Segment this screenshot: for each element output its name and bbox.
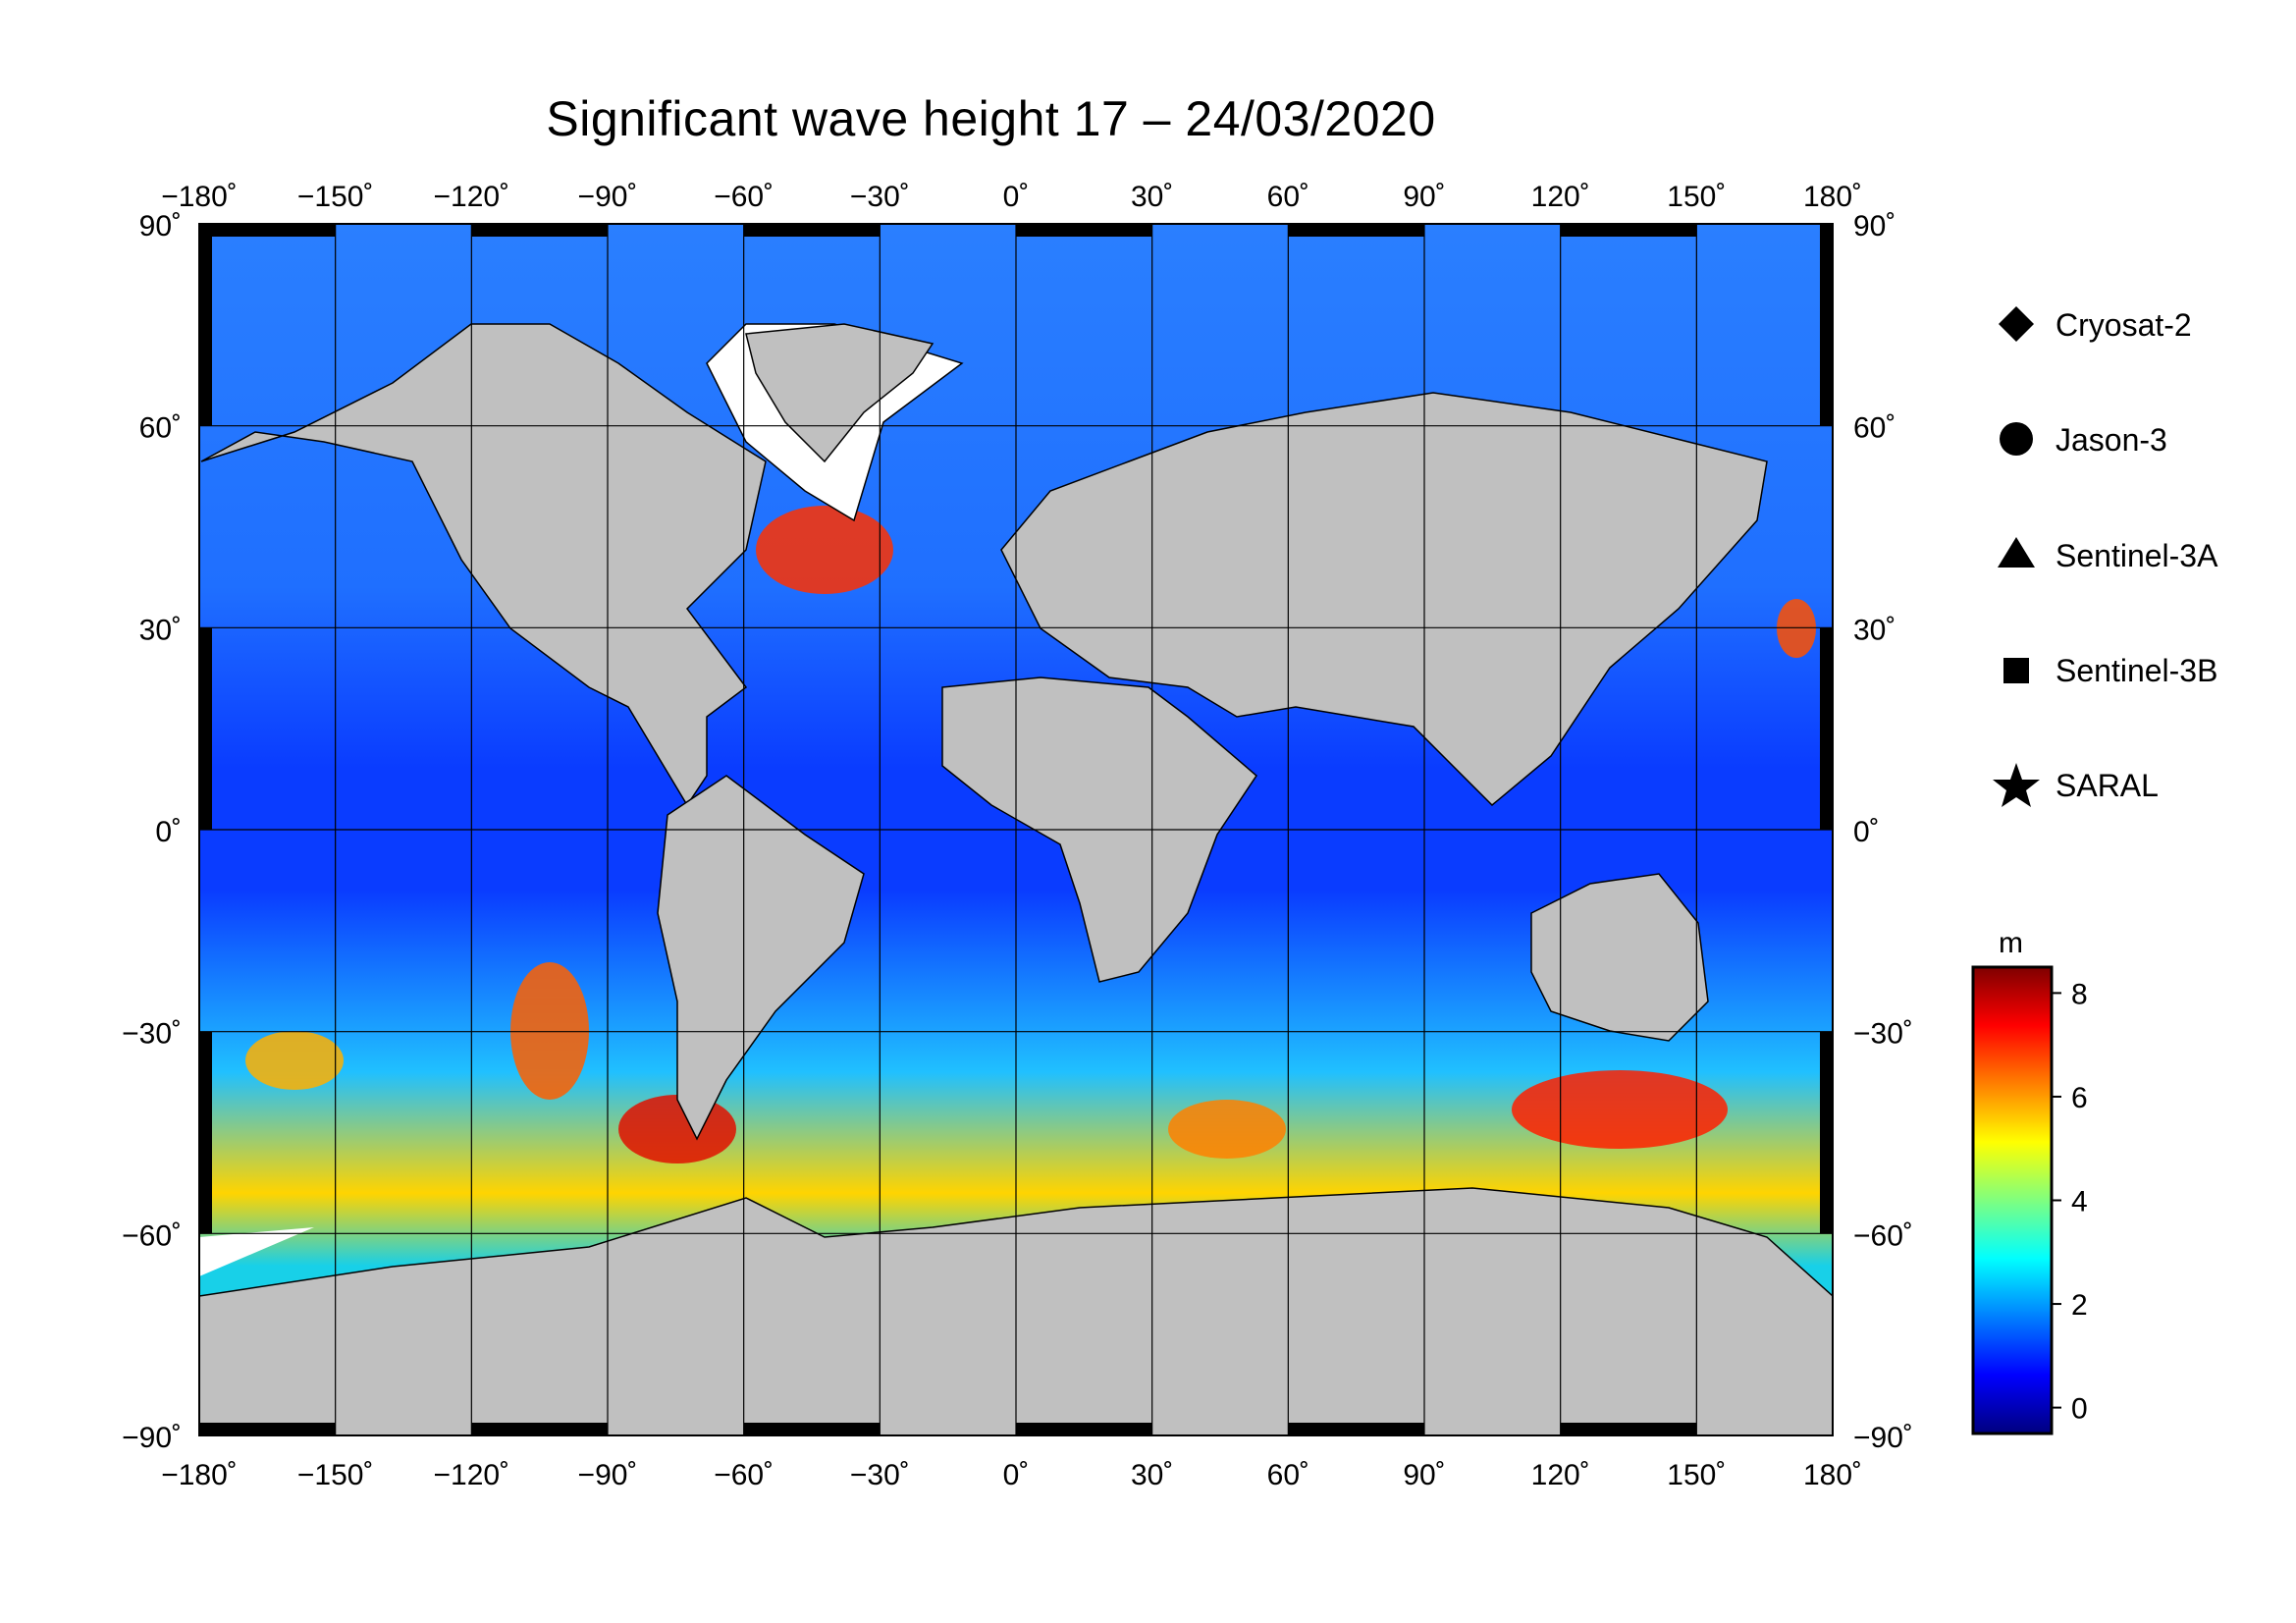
frame-segment bbox=[1288, 223, 1424, 237]
frame-segment bbox=[471, 1423, 608, 1436]
frame-segment bbox=[199, 1423, 336, 1436]
latitude-tick-label: −60˚ bbox=[122, 1219, 182, 1252]
longitude-tick-label: 90˚ bbox=[1403, 1459, 1445, 1491]
legend-item-cryosat-2: Cryosat-2 bbox=[1999, 306, 2192, 343]
latitude-tick-label: 60˚ bbox=[139, 412, 182, 445]
colorbar-ticks: 8 6 4 2 0 bbox=[2052, 978, 2088, 1426]
longitude-tick-label: 90˚ bbox=[1403, 181, 1445, 213]
longitude-tick-label: 60˚ bbox=[1267, 1459, 1309, 1491]
longitude-tick-label: −30˚ bbox=[850, 181, 910, 213]
frame-segment bbox=[1820, 224, 1834, 426]
longitude-tick-label: −150˚ bbox=[297, 181, 374, 213]
longitude-tick-label: −120˚ bbox=[434, 181, 510, 213]
legend-label: SARAL bbox=[2056, 768, 2159, 803]
legend-label: Sentinel-3B bbox=[2056, 653, 2217, 688]
longitude-tick-label: 180˚ bbox=[1803, 1459, 1862, 1491]
longitude-tick-label: −120˚ bbox=[434, 1459, 510, 1491]
longitude-tick-label: 150˚ bbox=[1667, 181, 1726, 213]
latitude-tick-label: −30˚ bbox=[122, 1018, 182, 1051]
frame-segment bbox=[1288, 1423, 1424, 1436]
legend-label: Cryosat-2 bbox=[2056, 307, 2192, 343]
latitude-labels-right: 90˚ 60˚ 30˚ 0˚ −30˚ −60˚ −90˚ bbox=[1853, 210, 1913, 1454]
frame-segment bbox=[1560, 223, 1697, 237]
frame-segment bbox=[1820, 627, 1834, 830]
latitude-tick-label: −90˚ bbox=[1853, 1422, 1913, 1454]
latitude-tick-label: 0˚ bbox=[1853, 816, 1880, 848]
longitude-tick-label: −90˚ bbox=[578, 181, 638, 213]
colorbar-gradient bbox=[1971, 965, 2054, 1435]
longitude-tick-label: −180˚ bbox=[161, 1459, 238, 1491]
longitude-tick-label: −150˚ bbox=[297, 1459, 374, 1491]
legend: Cryosat-2 Jason-3 Sentinel-3A Sentinel-3… bbox=[1993, 306, 2218, 807]
colorbar: m 8 6 4 2 0 bbox=[1971, 927, 2088, 1435]
longitude-tick-label: −30˚ bbox=[850, 1459, 910, 1491]
square-icon bbox=[2003, 658, 2029, 683]
longitude-tick-label: 0˚ bbox=[1003, 181, 1030, 213]
colorbar-tick-label: 2 bbox=[2071, 1289, 2088, 1322]
map-frame-checker-border bbox=[198, 223, 1834, 1436]
longitude-tick-label: −180˚ bbox=[161, 181, 238, 213]
longitude-tick-label: 180˚ bbox=[1803, 181, 1862, 213]
longitude-tick-label: −60˚ bbox=[714, 1459, 774, 1491]
colorbar-unit: m bbox=[1999, 927, 2023, 959]
longitude-labels-top: −180˚ −150˚ −120˚ −90˚ −60˚ −30˚ 0˚ 30˚ 60˚ 90˚ 12… bbox=[161, 181, 1862, 213]
longitude-tick-label: 0˚ bbox=[1003, 1459, 1030, 1491]
star-icon bbox=[1993, 763, 2040, 807]
frame-segment bbox=[198, 224, 212, 426]
frame-segment bbox=[1016, 223, 1152, 237]
chart-title: Significant wave height 17 – 24/03/2020 bbox=[546, 91, 1436, 146]
frame-segment bbox=[1820, 1031, 1834, 1234]
longitude-labels-bottom: −180˚ −150˚ −120˚ −90˚ −60˚ −30˚ 0˚ 30˚ 60˚ 90˚ 12… bbox=[161, 1459, 1862, 1491]
diamond-icon bbox=[1999, 306, 2034, 342]
frame-segment bbox=[1016, 1423, 1152, 1436]
legend-item-sentinel-3a: Sentinel-3A bbox=[1998, 537, 2218, 573]
circle-icon bbox=[2000, 422, 2033, 456]
frame-segment bbox=[199, 223, 336, 237]
longitude-tick-label: 150˚ bbox=[1667, 1459, 1726, 1491]
longitude-tick-label: 30˚ bbox=[1131, 1459, 1173, 1491]
frame-segment bbox=[743, 223, 881, 237]
latitude-labels-left: 90˚ 60˚ 30˚ 0˚ −30˚ −60˚ −90˚ bbox=[122, 210, 182, 1454]
latitude-tick-label: −90˚ bbox=[122, 1422, 182, 1454]
colorbar-tick-label: 0 bbox=[2071, 1393, 2088, 1426]
longitude-tick-label: 60˚ bbox=[1267, 181, 1309, 213]
longitude-tick-label: 30˚ bbox=[1131, 181, 1173, 213]
frame-segment bbox=[198, 1031, 212, 1234]
colorbar-tick-label: 4 bbox=[2071, 1186, 2088, 1218]
frame-segment bbox=[743, 1423, 881, 1436]
legend-item-jason-3: Jason-3 bbox=[2000, 422, 2167, 458]
longitude-tick-label: 120˚ bbox=[1531, 181, 1590, 213]
longitude-tick-label: 120˚ bbox=[1531, 1459, 1590, 1491]
latitude-tick-label: 90˚ bbox=[139, 210, 182, 243]
latitude-tick-label: 90˚ bbox=[1853, 210, 1896, 243]
frame-segment bbox=[198, 627, 212, 830]
latitude-tick-label: −60˚ bbox=[1853, 1219, 1913, 1252]
map-area bbox=[199, 224, 1833, 1435]
legend-item-sentinel-3b: Sentinel-3B bbox=[2003, 653, 2217, 688]
frame-segment bbox=[1560, 1423, 1697, 1436]
graticule bbox=[199, 224, 1833, 1435]
colorbar-tick-label: 8 bbox=[2071, 978, 2088, 1010]
latitude-tick-label: 0˚ bbox=[155, 816, 182, 848]
legend-label: Sentinel-3A bbox=[2056, 538, 2218, 573]
triangle-icon bbox=[1998, 537, 2035, 568]
latitude-tick-label: 30˚ bbox=[1853, 614, 1896, 646]
legend-label: Jason-3 bbox=[2056, 422, 2167, 458]
legend-item-saral: SARAL bbox=[1993, 763, 2159, 807]
latitude-tick-label: 60˚ bbox=[1853, 412, 1896, 445]
latitude-tick-label: 30˚ bbox=[139, 614, 182, 646]
frame-segment bbox=[471, 223, 608, 237]
longitude-tick-label: −90˚ bbox=[578, 1459, 638, 1491]
longitude-tick-label: −60˚ bbox=[714, 181, 774, 213]
latitude-tick-label: −30˚ bbox=[1853, 1018, 1913, 1051]
colorbar-tick-label: 6 bbox=[2071, 1082, 2088, 1114]
